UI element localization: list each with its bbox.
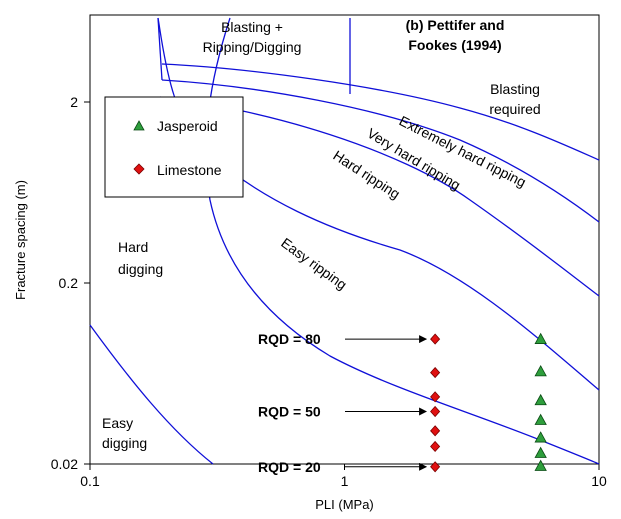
zone-label-easy-digging-line1: Easy <box>102 415 133 431</box>
rqd-label-0: RQD = 80 <box>258 331 321 347</box>
limestone-point-0 <box>430 333 441 345</box>
limestone-point-2 <box>430 391 441 403</box>
zone-label-blasting-required-line2: required <box>489 101 540 117</box>
legend-marker-limestone <box>133 163 145 175</box>
jasperoid-point-6 <box>534 459 547 471</box>
boundary-curve-blasting-top <box>161 63 600 161</box>
x-tick-label-2: 10 <box>591 473 607 489</box>
x-axis-title: PLI (MPa) <box>315 497 374 512</box>
boundary-curve-very-hard <box>159 96 600 297</box>
x-tick-label-0: 0.1 <box>80 473 100 489</box>
boundary-curve-extremely-hard <box>161 79 600 223</box>
zone-label-blasting-required-line1: Blasting <box>490 81 540 97</box>
legend: Jasperoid Limestone <box>104 96 244 198</box>
limestone-point-6 <box>430 461 441 473</box>
jasperoid-point-2 <box>534 393 547 406</box>
rqd-label-1: RQD = 50 <box>258 404 321 420</box>
legend-marker-jasperoid <box>133 120 145 131</box>
boundary-curve-hard <box>157 17 600 391</box>
plot-area <box>89 14 600 465</box>
y-tick-label-0: 0.02 <box>51 456 78 472</box>
x-tick-label-1: 1 <box>341 473 349 489</box>
rqd-label-2: RQD = 20 <box>258 459 321 475</box>
y-axis-title: Fracture spacing (m) <box>13 180 28 300</box>
data-points <box>430 332 547 473</box>
zone-label-blasting-ripping-line2: Ripping/Digging <box>203 39 302 55</box>
jasperoid-point-5 <box>534 446 547 458</box>
y-tick-label-1: 0.2 <box>59 275 79 291</box>
zone-label-hard-digging-line1: Hard <box>118 239 148 255</box>
boundary-curve-digging <box>89 324 214 465</box>
zone-label-easy-digging-line2: digging <box>102 435 147 451</box>
chart-title: (b) Pettifer and Fookes (1994) <box>406 17 505 53</box>
jasperoid-point-0 <box>534 332 547 344</box>
limestone-point-4 <box>430 425 441 437</box>
rqd-annotations: RQD = 80 RQD = 50 RQD = 20 <box>258 331 428 475</box>
jasperoid-point-3 <box>534 413 547 425</box>
jasperoid-point-4 <box>534 431 547 443</box>
boundary-curve-left-vertical <box>157 17 163 81</box>
chart-title-line2: Fookes (1994) <box>408 37 501 53</box>
chart-title-line1: (b) Pettifer and <box>406 17 505 33</box>
legend-label-limestone: Limestone <box>157 162 222 178</box>
jasperoid-point-1 <box>534 365 547 377</box>
limestone-point-1 <box>430 366 441 379</box>
legend-label-jasperoid: Jasperoid <box>157 118 218 134</box>
y-tick-label-2: 2 <box>70 94 78 110</box>
limestone-point-3 <box>430 405 441 418</box>
y-axis: 0.02 0.2 2 Fracture spacing (m) <box>13 94 90 472</box>
x-axis: 0.1 1 10 PLI (MPa) <box>80 464 607 512</box>
zone-label-hard-digging-line2: digging <box>118 261 163 277</box>
zone-label-blasting-ripping-line1: Blasting + <box>221 19 283 35</box>
limestone-point-5 <box>430 440 441 453</box>
legend-box <box>104 96 244 198</box>
